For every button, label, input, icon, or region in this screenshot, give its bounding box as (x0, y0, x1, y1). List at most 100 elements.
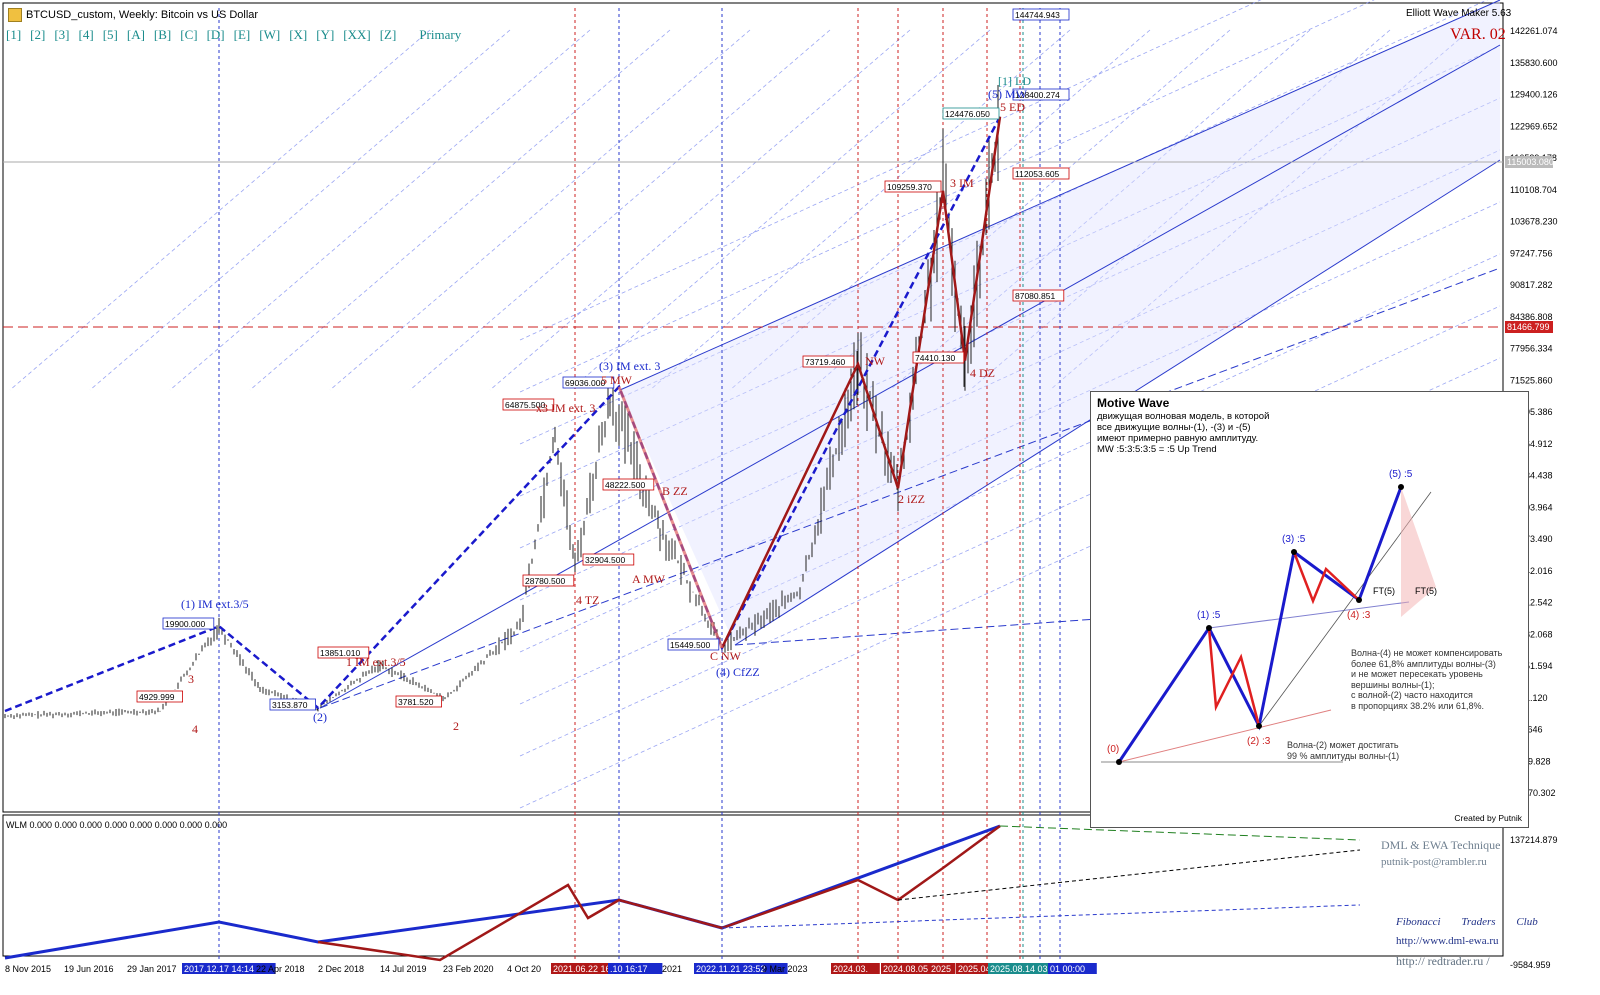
x-tick-label: 2025.04 (958, 964, 991, 974)
fib-grid-line (809, 29, 1231, 391)
wave-button-3[interactable]: [3] (54, 27, 70, 42)
x-tick-label: 14 Jul 2019 (380, 964, 427, 974)
x-tick-badge (881, 963, 941, 974)
current-price-badge (1505, 156, 1553, 168)
price-label-box (269, 698, 316, 711)
legend-note-line: и не может пересекать уровень (1351, 669, 1483, 679)
y-tick-label: 122969.652 (1510, 121, 1558, 131)
legend-point-label: (0) (1107, 744, 1119, 755)
fib-grid-line (169, 29, 591, 391)
current-price-label: 115003.080 (1507, 157, 1554, 167)
wave-label: (2) (313, 710, 327, 724)
wave-degree-primary[interactable]: Primary (419, 27, 462, 42)
price-label-box (582, 553, 635, 566)
oscillator-sub-line (317, 824, 1001, 962)
x-tick-badge (1048, 963, 1097, 974)
price-label: 3781.520 (398, 697, 434, 707)
wave-button-a[interactable]: [A] (126, 27, 145, 42)
price-label-box (136, 690, 183, 703)
wave-label: 5 ED (1000, 100, 1025, 114)
wave-button-b[interactable]: [B] (153, 27, 172, 42)
legend-diagram: (0) (1) :5 (2) :3 (3) :5 (4) :3 (5) :5 FT(5) FT… (1101, 469, 1437, 765)
fib-grid-line (249, 29, 671, 391)
fib-grid-line (519, 0, 1488, 445)
brand-site-1: http://www.dml-ewa.ru (1396, 935, 1499, 947)
price-label: 87080.851 (1015, 291, 1055, 301)
price-label: 48222.500 (605, 480, 645, 490)
wave-label: B ZZ (662, 484, 688, 498)
wave-button-d[interactable]: [D] (206, 27, 225, 42)
y-tick-label: 26512.542 (1510, 598, 1553, 608)
fib-grid-line (519, 0, 1262, 341)
wave-label: (3) IM ext. 3 (599, 359, 660, 373)
legend-point-label: (2) :3 (1247, 736, 1271, 747)
wave-label: 4 TZ (576, 593, 599, 607)
price-label: 15449.500 (670, 640, 710, 650)
brand-email: putnik-post@rambler.ru (1381, 856, 1487, 868)
price-label-box (667, 638, 720, 651)
x-tick-label: 8 Nov 2015 (5, 964, 51, 974)
legend-note-line: вершины волны-(1); (1351, 679, 1435, 690)
legend-ft-label: FT(5) (1415, 586, 1437, 596)
wave-label: 4 DZ (970, 366, 995, 380)
wave-label: 5 MW (601, 373, 633, 387)
x-tick-label: 23 Feb 2020 (443, 964, 494, 974)
price-label-box (802, 355, 855, 368)
oscillator-title: WLM 0.000 0.000 0.000 0.000 0.000 0.000 … (6, 820, 228, 830)
chart-title: BTCUSD_custom, Weekly: Bitcoin vs US Dol… (26, 9, 259, 21)
wave-button-x[interactable]: [X] (289, 27, 308, 42)
x-tick-badge (929, 963, 956, 974)
main-wave-path (4, 116, 1002, 713)
brand-technique: DML & EWA Technique (1381, 838, 1501, 852)
price-label: 128400.274 (1015, 90, 1060, 100)
wave-button-y[interactable]: [Y] (316, 27, 335, 42)
x-tick-badge (831, 963, 880, 974)
y-tick-label: 45803.964 (1510, 502, 1553, 512)
oscillator-projection (897, 849, 1361, 901)
legend-point (1206, 625, 1212, 631)
wave-button-w[interactable]: [W] (259, 27, 281, 42)
oscillator-frame (2, 814, 1504, 957)
wave-label: 2 (453, 719, 459, 733)
x-tick-label: 2025 (931, 964, 951, 974)
x-tick-label: 2024.08.05 (883, 964, 928, 974)
y-tick-label: 65095.386 (1510, 407, 1553, 417)
x-tick-label: 19 Jun 2016 (64, 964, 114, 974)
price-label-box (317, 646, 370, 659)
price-label-box (942, 107, 1000, 120)
x-tick-label: 4 Oct 20 (507, 964, 541, 974)
y-tick-label: 58664.912 (1510, 439, 1553, 449)
wave-button-1[interactable]: [1] (6, 27, 22, 42)
fib-grid-line (889, 29, 1311, 391)
x-tick-badge (988, 963, 1082, 974)
wave-button-e[interactable]: [E] (233, 27, 251, 42)
brand-club: Fibonacci Traders Club (1396, 916, 1538, 928)
price-label: 74410.130 (915, 353, 955, 363)
fib-grid-line (569, 29, 991, 391)
y-tick-label: 13651.594 (1510, 661, 1553, 671)
legend-note-wave2: Волна-(2) может достигать 99 % амплитуды… (1287, 740, 1447, 761)
wave-label: 4 (192, 722, 198, 736)
wave-button-c[interactable]: [C] (180, 27, 198, 42)
legend-target-zone (1401, 487, 1436, 617)
legend-credit: Created by Putnik (1454, 813, 1522, 823)
wave-label: x3 IM ext. 3 (536, 401, 595, 415)
price-label-box (562, 376, 615, 389)
level-label: 81466.799 (1507, 322, 1550, 332)
wave-button-2[interactable]: [2] (30, 27, 46, 42)
x-tick-badge (694, 963, 788, 974)
indicator-name: Elliott Wave Maker 5.63 (1406, 8, 1512, 19)
sub-wave-path (720, 116, 1002, 649)
wave-button-4[interactable]: [4] (78, 27, 94, 42)
chart-app-icon (8, 8, 22, 22)
wave-button-z[interactable]: [Z] (379, 27, 397, 42)
legend-desc-line: все движущие волны-(1), -(3) и -(5) (1097, 422, 1251, 433)
fib-grid-line (649, 29, 1071, 391)
y-tick-label: 142261.074 (1510, 26, 1558, 36)
price-label-box (395, 695, 442, 708)
wave-button-5[interactable]: [5] (102, 27, 118, 42)
legend-point (1398, 484, 1404, 490)
wave-label: [1] LD (998, 74, 1031, 88)
wave-button-xx[interactable]: [XX] (343, 27, 371, 42)
